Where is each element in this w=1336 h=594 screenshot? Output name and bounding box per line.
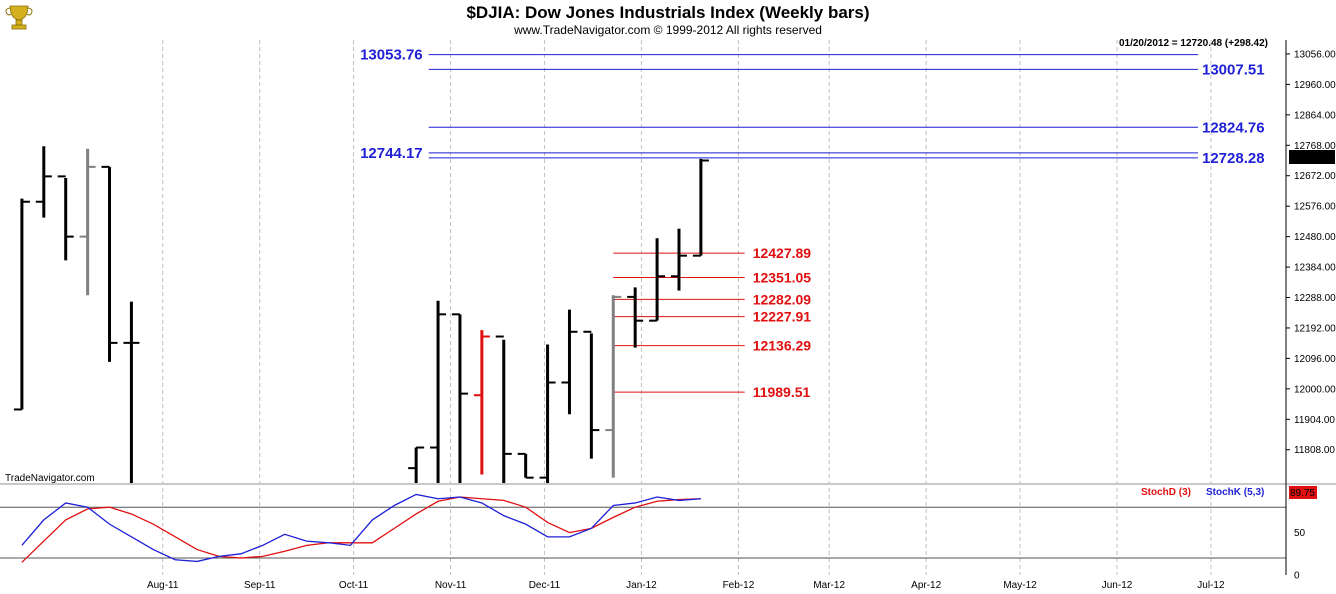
last-price-tag (1289, 150, 1335, 164)
last-price-tag-label: 12720.48 (1291, 153, 1333, 164)
x-tick-label: Apr-12 (911, 580, 941, 591)
y-tick-label: 12096.00 (1294, 354, 1336, 365)
stoch-last-tag (1289, 486, 1317, 499)
x-tick-label: May-12 (1003, 580, 1037, 591)
level-label: 12824.76 (1202, 119, 1265, 136)
watermark: TradeNavigator.com (5, 473, 95, 484)
y-tick-label: 11904.00 (1294, 415, 1335, 426)
y-tick-label: 12768.00 (1294, 141, 1336, 152)
legend-stochk: StochK (5,3) (1206, 487, 1264, 498)
level-label: 12744.17 (360, 145, 423, 162)
y-tick-label: 12864.00 (1294, 110, 1336, 121)
axes: Aug-11 Sep-11 Oct-11 Nov-11 Dec-11 Jan-12 Feb-… (0, 40, 1336, 591)
level-label: 11989.51 (753, 384, 811, 400)
x-tick-label: Sep-11 (244, 580, 276, 591)
y-tick-label: 12960.00 (1294, 80, 1336, 91)
level-label: 12282.09 (753, 291, 812, 307)
level-label: 12427.89 (753, 245, 812, 261)
stoch-line-k (21, 493, 701, 563)
level-label: 12351.05 (753, 270, 812, 286)
stoch-last-tag-label: 89.75 (1290, 488, 1315, 499)
level-label: 13007.51 (1202, 61, 1265, 78)
stoch-line-d (21, 496, 701, 563)
x-tick-label: Jan-12 (626, 580, 657, 591)
x-tick-label: Jul-12 (1197, 580, 1225, 591)
y-tick-label: 11808.00 (1294, 445, 1335, 456)
trophy-logo (5, 5, 33, 30)
y-tick-label: 12384.00 (1294, 263, 1336, 274)
level-lines: 13053.76 13007.51 12824.76 12744.17 12728.28… (360, 47, 1264, 401)
x-tick-label: Oct-11 (339, 580, 369, 591)
level-label: 12227.91 (753, 309, 812, 325)
chart-subtitle: www.TradeNavigator.com © 1999-2012 All r… (513, 23, 822, 37)
x-tick-label: Dec-11 (529, 580, 561, 591)
stoch-y-tick-label: 0 (1294, 571, 1300, 582)
x-tick-label: Nov-11 (435, 580, 467, 591)
x-tick-label: Jun-12 (1102, 580, 1133, 591)
x-tick-label: Aug-11 (147, 580, 179, 591)
y-tick-label: 12576.00 (1294, 202, 1336, 213)
y-tick-label: 12672.00 (1294, 171, 1336, 182)
y-tick-label: 12000.00 (1294, 384, 1336, 395)
chart-title: $DJIA: Dow Jones Industrials Index (Week… (466, 3, 869, 22)
price-bars (13, 146, 709, 484)
last-quote-text: 01/20/2012 = 12720.48 (+298.42) (1119, 38, 1268, 49)
level-label: 12136.29 (753, 338, 812, 354)
stochastic-panel (0, 493, 1286, 563)
level-label: 13053.76 (360, 47, 423, 64)
y-tick-label: 12480.00 (1294, 232, 1336, 243)
x-tick-label: Mar-12 (813, 580, 845, 591)
stoch-y-tick-label: 50 (1294, 528, 1306, 539)
legend-stochd: StochD (3) (1141, 487, 1191, 498)
level-label: 12728.28 (1202, 150, 1265, 167)
x-tick-label: Feb-12 (723, 580, 755, 591)
y-tick-label: 13056.00 (1294, 49, 1336, 60)
grid (162, 40, 1212, 575)
y-tick-label: 12288.00 (1294, 293, 1336, 304)
y-tick-label: 12192.00 (1294, 323, 1336, 334)
